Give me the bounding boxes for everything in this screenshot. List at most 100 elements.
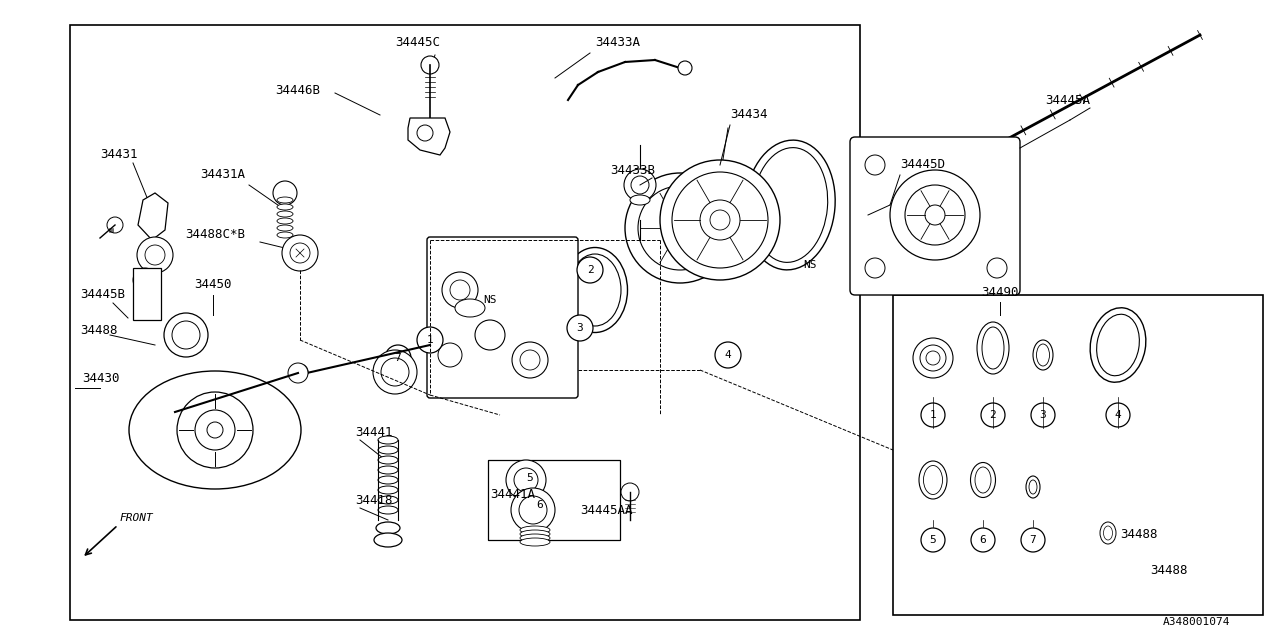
Circle shape — [381, 358, 410, 386]
Text: FRONT: FRONT — [120, 513, 154, 523]
Circle shape — [1106, 403, 1130, 427]
Text: 34433B: 34433B — [611, 163, 655, 177]
Ellipse shape — [276, 232, 293, 238]
Ellipse shape — [1097, 314, 1139, 376]
Ellipse shape — [276, 197, 293, 203]
Circle shape — [865, 258, 884, 278]
Circle shape — [905, 185, 965, 245]
Text: 34488: 34488 — [1149, 563, 1188, 577]
Circle shape — [515, 468, 538, 492]
Ellipse shape — [520, 530, 550, 538]
Text: 34441: 34441 — [355, 426, 393, 438]
Circle shape — [138, 273, 152, 287]
Text: 34488: 34488 — [1120, 529, 1157, 541]
FancyBboxPatch shape — [850, 137, 1020, 295]
Bar — [70, 25, 860, 620]
Ellipse shape — [276, 211, 293, 217]
Text: NS: NS — [484, 295, 497, 305]
Circle shape — [700, 200, 740, 240]
Text: 34445B: 34445B — [79, 289, 125, 301]
Ellipse shape — [376, 522, 399, 534]
Ellipse shape — [378, 436, 398, 444]
Circle shape — [925, 351, 940, 365]
Circle shape — [972, 528, 995, 552]
Bar — [488, 460, 620, 540]
Circle shape — [577, 257, 603, 283]
Circle shape — [417, 327, 443, 353]
Circle shape — [520, 350, 540, 370]
Text: 3: 3 — [576, 323, 584, 333]
Ellipse shape — [630, 195, 650, 205]
Text: 4: 4 — [724, 350, 731, 360]
Text: 5: 5 — [929, 535, 937, 545]
Circle shape — [207, 422, 223, 438]
Circle shape — [710, 210, 730, 230]
Ellipse shape — [454, 299, 485, 317]
Text: 34445A: 34445A — [1044, 93, 1091, 106]
Circle shape — [925, 205, 945, 225]
Circle shape — [631, 176, 649, 194]
Circle shape — [417, 125, 433, 141]
Text: 2: 2 — [586, 265, 594, 275]
Ellipse shape — [378, 466, 398, 474]
Ellipse shape — [970, 463, 996, 497]
Circle shape — [913, 338, 954, 378]
Text: 6: 6 — [536, 500, 544, 510]
Circle shape — [273, 181, 297, 205]
Text: 34490: 34490 — [982, 285, 1019, 298]
FancyBboxPatch shape — [428, 237, 579, 398]
Circle shape — [288, 363, 308, 383]
Text: 34450: 34450 — [195, 278, 232, 291]
Text: 34446B: 34446B — [275, 83, 320, 97]
Circle shape — [865, 155, 884, 175]
Ellipse shape — [378, 506, 398, 514]
Circle shape — [922, 528, 945, 552]
Circle shape — [133, 268, 157, 292]
Circle shape — [1030, 403, 1055, 427]
Text: 34445AA: 34445AA — [580, 504, 632, 516]
Circle shape — [678, 61, 692, 75]
Text: 34433A: 34433A — [595, 35, 640, 49]
Circle shape — [442, 272, 477, 308]
Circle shape — [451, 280, 470, 300]
Ellipse shape — [378, 446, 398, 454]
Ellipse shape — [923, 465, 942, 495]
Ellipse shape — [378, 456, 398, 464]
Circle shape — [527, 492, 553, 518]
Ellipse shape — [378, 486, 398, 494]
Ellipse shape — [155, 389, 275, 470]
Text: 34430: 34430 — [82, 371, 119, 385]
Circle shape — [637, 186, 722, 270]
Ellipse shape — [1103, 526, 1112, 540]
Ellipse shape — [570, 254, 621, 326]
Circle shape — [625, 173, 735, 283]
Text: 34431: 34431 — [100, 148, 137, 161]
Ellipse shape — [1029, 480, 1037, 494]
Text: 34445D: 34445D — [900, 159, 945, 172]
Text: A348001074: A348001074 — [1162, 617, 1230, 627]
Circle shape — [421, 56, 439, 74]
Circle shape — [195, 410, 236, 450]
Circle shape — [987, 258, 1007, 278]
Circle shape — [1021, 528, 1044, 552]
Circle shape — [372, 350, 417, 394]
Text: 1: 1 — [929, 410, 937, 420]
Ellipse shape — [1033, 340, 1053, 370]
Ellipse shape — [520, 526, 550, 534]
Ellipse shape — [143, 381, 287, 479]
Text: 2: 2 — [989, 410, 996, 420]
Text: 34418: 34418 — [355, 493, 393, 506]
Text: 34445C: 34445C — [396, 35, 440, 49]
Circle shape — [621, 483, 639, 501]
Circle shape — [567, 315, 593, 341]
Circle shape — [511, 488, 556, 532]
Circle shape — [292, 364, 308, 380]
Ellipse shape — [520, 534, 550, 542]
Ellipse shape — [1091, 308, 1146, 382]
Ellipse shape — [982, 327, 1004, 369]
Ellipse shape — [1027, 476, 1039, 498]
Ellipse shape — [753, 148, 828, 262]
Circle shape — [672, 220, 689, 236]
Circle shape — [980, 403, 1005, 427]
Ellipse shape — [562, 248, 627, 333]
